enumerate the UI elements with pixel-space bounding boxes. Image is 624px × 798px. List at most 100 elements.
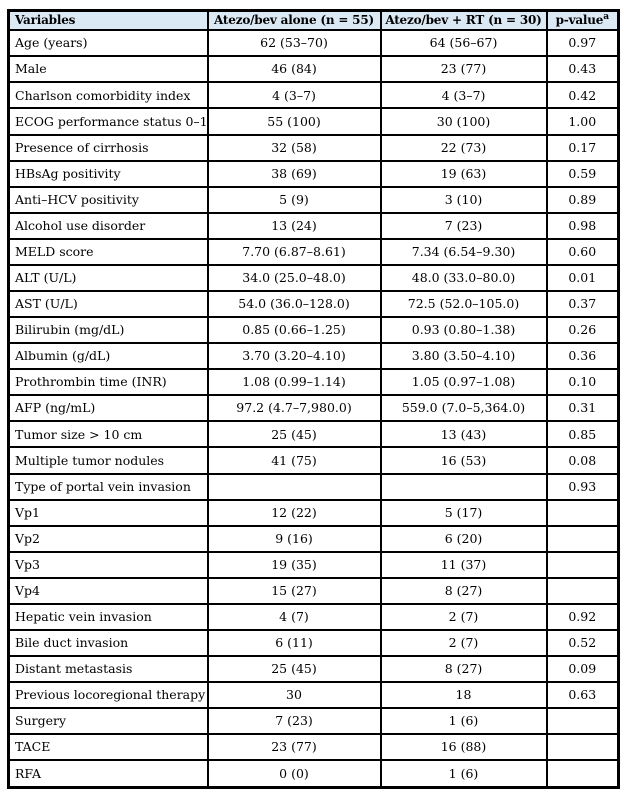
group1-cell: 6 (11) (206, 628, 382, 658)
pvalue-cell: 0.31 (545, 394, 620, 423)
variable-cell: Vp1 (7, 498, 209, 527)
variable-cell: Albumin (g/dL) (7, 342, 209, 371)
variable-cell: AFP (ng/mL) (7, 394, 209, 423)
table-row: Presence of cirrhosis 32 (58) 22 (73) 0.17 (7, 133, 620, 162)
table-row: Male 46 (84) 23 (77) 0.43 (7, 55, 620, 84)
table-row: Distant metastasis 25 (45) 8 (27) 0.09 (7, 655, 620, 684)
variable-cell: MELD score (7, 237, 209, 266)
group2-cell: 13 (43) (379, 420, 548, 449)
variable-cell: Male (7, 55, 209, 84)
group2-cell: 22 (73) (379, 133, 548, 162)
table-row: Type of portal vein invasion 0.93 (7, 472, 620, 501)
table-row: Surgery 7 (23) 1 (6) (7, 707, 620, 736)
variable-cell: Alcohol use disorder (7, 211, 209, 240)
pvalue-cell: 0.08 (545, 446, 620, 475)
pvalue-cell: 0.52 (545, 628, 620, 658)
table-row: RFA 0 (0) 1 (6) (7, 759, 620, 789)
baseline-characteristics-table: Variables Atezo/bev alone (n = 55) Atezo… (7, 9, 620, 789)
pvalue-cell (545, 576, 620, 605)
group2-cell: 48.0 (33.0–80.0) (379, 263, 548, 292)
pvalue-cell (545, 707, 620, 736)
variable-cell: Vp2 (7, 524, 209, 553)
table-row: MELD score 7.70 (6.87–8.61) 7.34 (6.54–9.3… (7, 237, 620, 266)
group1-cell: 0.85 (0.66–1.25) (206, 316, 382, 345)
variable-cell: Age (years) (7, 29, 209, 58)
group2-cell: 16 (53) (379, 446, 548, 475)
pvalue-cell: 0.42 (545, 81, 620, 110)
variable-cell: Multiple tumor nodules (7, 446, 209, 475)
group1-cell: 0 (0) (206, 759, 382, 789)
group2-cell: 1 (6) (379, 707, 548, 736)
variable-cell: Charlson comorbidity index (7, 81, 209, 110)
group2-cell: 2 (7) (379, 602, 548, 631)
table-row: ECOG performance status 0–1 55 (100) 30 (1… (7, 107, 620, 136)
table-row: Tumor size > 10 cm 25 (45) 13 (43) 0.85 (7, 420, 620, 449)
group1-cell: 13 (24) (206, 211, 382, 240)
group1-cell: 9 (16) (206, 524, 382, 553)
table-row: Charlson comorbidity index 4 (3–7) 4 (3–7)… (7, 81, 620, 110)
pvalue-cell: 0.85 (545, 420, 620, 449)
group2-cell: 1.05 (0.97–1.08) (379, 368, 548, 397)
group2-cell: 64 (56–67) (379, 29, 548, 58)
variable-cell: HBsAg positivity (7, 159, 209, 188)
group2-cell: 6 (20) (379, 524, 548, 553)
variable-cell: Hepatic vein invasion (7, 602, 209, 631)
variable-cell: Type of portal vein invasion (7, 472, 209, 501)
table-row: Hepatic vein invasion 4 (7) 2 (7) 0.92 (7, 602, 620, 631)
table-row: Alcohol use disorder 13 (24) 7 (23) 0.98 (7, 211, 620, 240)
variable-cell: Surgery (7, 707, 209, 736)
pvalue-cell (545, 524, 620, 553)
table-row: Bile duct invasion 6 (11) 2 (7) 0.52 (7, 628, 620, 658)
group1-cell: 19 (35) (206, 550, 382, 579)
table-row: HBsAg positivity 38 (69) 19 (63) 0.59 (7, 159, 620, 188)
group2-cell: 8 (27) (379, 576, 548, 605)
group1-cell: 15 (27) (206, 576, 382, 605)
group2-cell: 7 (23) (379, 211, 548, 240)
group1-cell: 30 (206, 681, 382, 710)
group1-cell: 46 (84) (206, 55, 382, 84)
table-row: AFP (ng/mL) 97.2 (4.7–7,980.0) 559.0 (7.0–… (7, 394, 620, 423)
group1-cell: 23 (77) (206, 733, 382, 762)
table-row: Prothrombin time (INR) 1.08 (0.99–1.14) 1.… (7, 368, 620, 397)
pvalue-cell: 0.09 (545, 655, 620, 684)
group1-cell: 62 (53–70) (206, 29, 382, 58)
pvalue-cell: 1.00 (545, 107, 620, 136)
group1-cell: 41 (75) (206, 446, 382, 475)
pvalue-cell: 0.37 (545, 289, 620, 319)
group2-cell (379, 472, 548, 501)
group2-cell: 19 (63) (379, 159, 548, 188)
group1-cell: 3.70 (3.20–4.10) (206, 342, 382, 371)
variable-cell: Bilirubin (mg/dL) (7, 316, 209, 345)
variable-cell: Vp3 (7, 550, 209, 579)
pvalue-cell: 0.26 (545, 316, 620, 345)
group1-cell: 1.08 (0.99–1.14) (206, 368, 382, 397)
table-row: Age (years) 62 (53–70) 64 (56–67) 0.97 (7, 29, 620, 58)
variable-cell: Presence of cirrhosis (7, 133, 209, 162)
group1-cell (206, 472, 382, 501)
table-row: Multiple tumor nodules 41 (75) 16 (53) 0.08 (7, 446, 620, 475)
group2-cell: 5 (17) (379, 498, 548, 527)
table-row: Vp2 9 (16) 6 (20) (7, 524, 620, 553)
variable-cell: AST (U/L) (7, 289, 209, 319)
variable-cell: TACE (7, 733, 209, 762)
variable-cell: Tumor size > 10 cm (7, 420, 209, 449)
pvalue-superscript: a (603, 12, 609, 22)
header-group1: Atezo/bev alone (n = 55) (206, 9, 382, 32)
table-row: Vp1 12 (22) 5 (17) (7, 498, 620, 527)
group1-cell: 25 (45) (206, 655, 382, 684)
table-body: Age (years) 62 (53–70) 64 (56–67) 0.97 Male 4… (7, 29, 620, 789)
pvalue-cell: 0.43 (545, 55, 620, 84)
pvalue-cell: 0.36 (545, 342, 620, 371)
group1-cell: 4 (3–7) (206, 81, 382, 110)
pvalue-cell: 0.59 (545, 159, 620, 188)
pvalue-cell: 0.98 (545, 211, 620, 240)
pvalue-cell: 0.01 (545, 263, 620, 292)
pvalue-cell: 0.89 (545, 185, 620, 214)
pvalue-cell (545, 759, 620, 789)
variable-cell: Distant metastasis (7, 655, 209, 684)
group2-cell: 7.34 (6.54–9.30) (379, 237, 548, 266)
pvalue-cell: 0.10 (545, 368, 620, 397)
pvalue-label: p-value (555, 13, 604, 27)
variable-cell: RFA (7, 759, 209, 789)
